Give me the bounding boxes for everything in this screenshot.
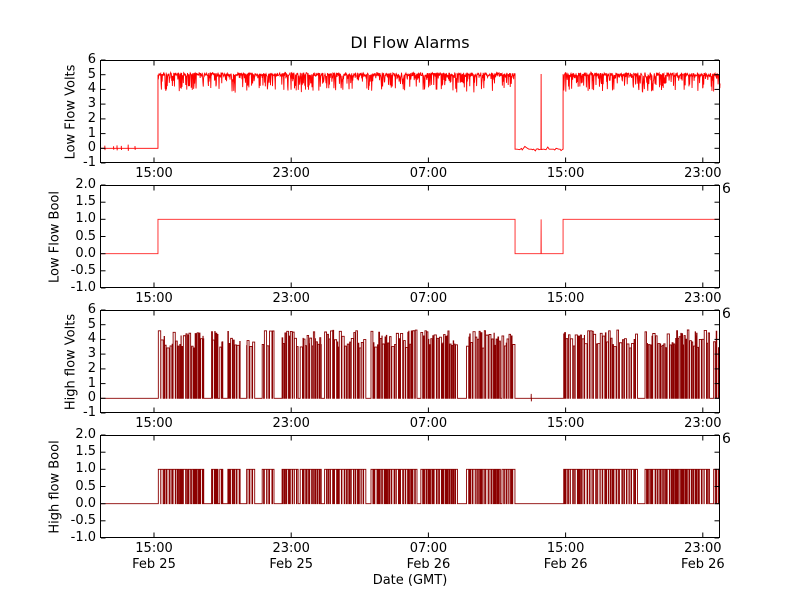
series-path-3	[100, 329, 720, 402]
ytick-label: 2	[87, 360, 96, 376]
xtick-label: 07:00	[409, 541, 448, 556]
xtick-label: 23:00	[272, 416, 310, 431]
ytick-label: 0	[87, 140, 96, 156]
axes-border	[100, 185, 720, 288]
xtick-label: 15:00	[135, 291, 173, 306]
xtick-label: 23:00	[272, 541, 310, 556]
subplot-2	[100, 184, 720, 289]
ytick-label: 0.5	[75, 478, 96, 494]
xtick-date-label: Feb 26	[680, 557, 725, 572]
ytick-label: 2.0	[75, 177, 96, 192]
y-axis-label-1: Low Flow Volts	[63, 64, 79, 159]
subplot-1	[100, 59, 721, 164]
tick-marks	[101, 184, 719, 289]
ytick-label: 4	[87, 81, 96, 97]
xtick-label: 07:00	[409, 166, 448, 181]
xtick-date-label: Feb 25	[269, 557, 314, 572]
xtick-label: 23:00	[684, 416, 722, 431]
axes-border	[100, 435, 720, 538]
xtick-label: 15:00	[135, 416, 173, 431]
axes-border	[100, 310, 720, 413]
xtick-label: 23:00	[272, 291, 310, 306]
axes-border	[100, 60, 720, 163]
ytick-label: 0.0	[75, 245, 96, 261]
tick-marks	[101, 59, 719, 164]
plot-area-1	[100, 59, 721, 164]
corner-annotation-3: 6	[722, 306, 731, 322]
corner-annotation-2: 6	[722, 181, 731, 197]
y-axis-label-4: High flow Bool	[47, 439, 63, 534]
xtick-label: 15:00	[546, 416, 585, 431]
ytick-label: -0.5	[70, 262, 96, 278]
plot-area-3	[100, 309, 720, 414]
ytick-label: 2	[87, 110, 96, 126]
ytick-label: 1.5	[75, 444, 96, 460]
ytick-label: 1	[87, 375, 96, 391]
xtick-label: 23:00	[684, 541, 722, 556]
xtick-label: 15:00	[135, 541, 173, 556]
xtick-label: 15:00	[546, 541, 585, 556]
ytick-label: 1.0	[75, 211, 96, 227]
xtick-label: 23:00	[684, 291, 722, 306]
ytick-label: -1.0	[70, 280, 96, 295]
series-path-2	[100, 218, 720, 255]
ytick-label: 5	[87, 66, 96, 82]
xtick-date-label: Feb 26	[543, 557, 588, 572]
ytick-label: 6	[87, 302, 96, 317]
series-path-4	[100, 468, 720, 505]
xtick-label: 23:00	[684, 166, 722, 181]
xtick-label: 23:00	[272, 166, 310, 181]
xtick-date-label: Feb 25	[132, 557, 176, 572]
ytick-label: 0.0	[75, 495, 96, 511]
series-path-1	[100, 70, 721, 152]
xtick-date-label: Feb 26	[406, 557, 451, 572]
tick-marks	[101, 434, 719, 539]
x-axis-label: Date (GMT)	[372, 573, 448, 588]
ytick-label: 4	[87, 331, 96, 347]
chart-title: DI Flow Alarms	[350, 33, 470, 52]
ytick-label: 3	[87, 346, 96, 362]
xtick-label: 15:00	[546, 291, 585, 306]
ytick-label: -1	[83, 155, 96, 170]
ytick-label: 2.0	[75, 427, 96, 442]
y-axis-label-3: High flow Volts	[63, 313, 79, 410]
subplot-4	[100, 434, 720, 539]
tick-marks	[101, 309, 719, 414]
ytick-label: 0.5	[75, 228, 96, 244]
plot-area-2	[100, 184, 720, 289]
ytick-label: 3	[87, 96, 96, 112]
ytick-label: 0	[87, 390, 96, 406]
corner-annotation-4: 6	[722, 431, 731, 447]
subplot-3	[100, 309, 720, 414]
ytick-label: 1.0	[75, 461, 96, 477]
ytick-label: 5	[87, 316, 96, 332]
xtick-label: 07:00	[409, 291, 448, 306]
ytick-label: 1.5	[75, 194, 96, 210]
ytick-label: -1.0	[70, 530, 96, 545]
ytick-label: 1	[87, 125, 96, 141]
xtick-label: 15:00	[546, 166, 585, 181]
y-axis-label-2: Low Flow Bool	[47, 190, 63, 283]
ytick-label: -1	[83, 405, 96, 420]
ytick-label: 6	[87, 52, 96, 67]
xtick-label: 15:00	[135, 166, 173, 181]
ytick-label: -0.5	[70, 512, 96, 528]
xtick-label: 07:00	[409, 416, 448, 431]
plot-area-4	[100, 434, 720, 539]
